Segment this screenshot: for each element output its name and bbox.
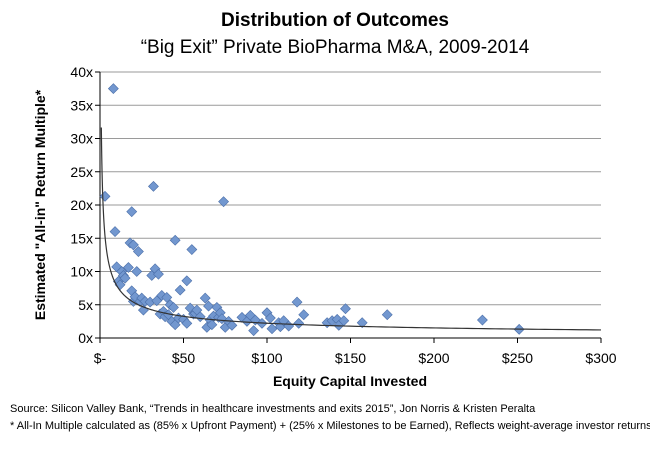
- data-point: [107, 83, 119, 95]
- x-tick-label: $300: [585, 350, 616, 366]
- data-point: [381, 309, 393, 321]
- y-tick-label: 20x: [70, 197, 93, 213]
- y-tick-label: 35x: [70, 97, 93, 113]
- data-point: [174, 284, 186, 296]
- x-tick-label: $-: [94, 350, 107, 366]
- data-point: [126, 206, 138, 218]
- data-point: [186, 244, 198, 255]
- y-tick-label: 0x: [78, 330, 93, 346]
- trendline: [100, 127, 602, 331]
- x-tick-label: $100: [251, 350, 282, 366]
- data-point: [153, 268, 164, 280]
- data-point: [109, 226, 121, 238]
- data-point: [298, 309, 310, 321]
- data-point: [293, 317, 305, 329]
- data-point: [206, 319, 218, 331]
- data-point: [131, 266, 143, 277]
- data-point: [169, 234, 181, 246]
- chart-title: Distribution of Outcomes: [221, 10, 449, 31]
- chart-subtitle: “Big Exit” Private BioPharma M&A, 2009-2…: [141, 37, 530, 58]
- data-point: [291, 296, 303, 308]
- data-point: [248, 325, 260, 337]
- data-point: [226, 319, 238, 331]
- data-point: [119, 272, 131, 284]
- data-point: [127, 239, 139, 251]
- y-tick-label: 15x: [70, 230, 93, 246]
- x-tick-label: $250: [502, 350, 533, 366]
- data-point: [168, 301, 179, 313]
- data-points: [99, 83, 525, 337]
- y-axis-ticks: 0x 5x 10x 15x 20x 25x 30x 35x 40x: [70, 64, 100, 346]
- y-tick-label: 25x: [70, 164, 93, 180]
- data-point: [148, 180, 159, 192]
- gridlines: [100, 71, 601, 306]
- data-point: [477, 314, 488, 326]
- data-point: [181, 275, 193, 287]
- method-footnote: * All-In Multiple calculated as (85% x U…: [10, 420, 650, 432]
- x-tick-label: $50: [172, 350, 196, 366]
- x-tick-label: $200: [418, 350, 449, 366]
- data-point: [132, 246, 144, 257]
- data-point: [203, 300, 214, 312]
- data-point: [199, 292, 211, 304]
- x-axis-ticks: $- $50 $100 $150 $200 $250 $300: [94, 338, 617, 366]
- data-point: [122, 262, 134, 273]
- data-point: [181, 317, 193, 329]
- data-point: [161, 292, 173, 303]
- x-axis-title: Equity Capital Invested: [273, 373, 427, 389]
- y-axis-title: Estimated "All-in" Return Multiple*: [32, 89, 48, 320]
- data-point: [356, 317, 368, 329]
- data-point: [340, 303, 351, 315]
- data-point: [266, 323, 278, 335]
- data-point: [99, 190, 111, 202]
- y-tick-label: 10x: [70, 264, 93, 280]
- data-point: [218, 196, 230, 208]
- y-tick-label: 40x: [70, 64, 93, 80]
- x-tick-label: $150: [335, 350, 366, 366]
- y-tick-label: 5x: [78, 297, 93, 313]
- y-tick-label: 30x: [70, 131, 93, 147]
- source-footnote: Source: Silicon Valley Bank, “Trends in …: [10, 403, 536, 415]
